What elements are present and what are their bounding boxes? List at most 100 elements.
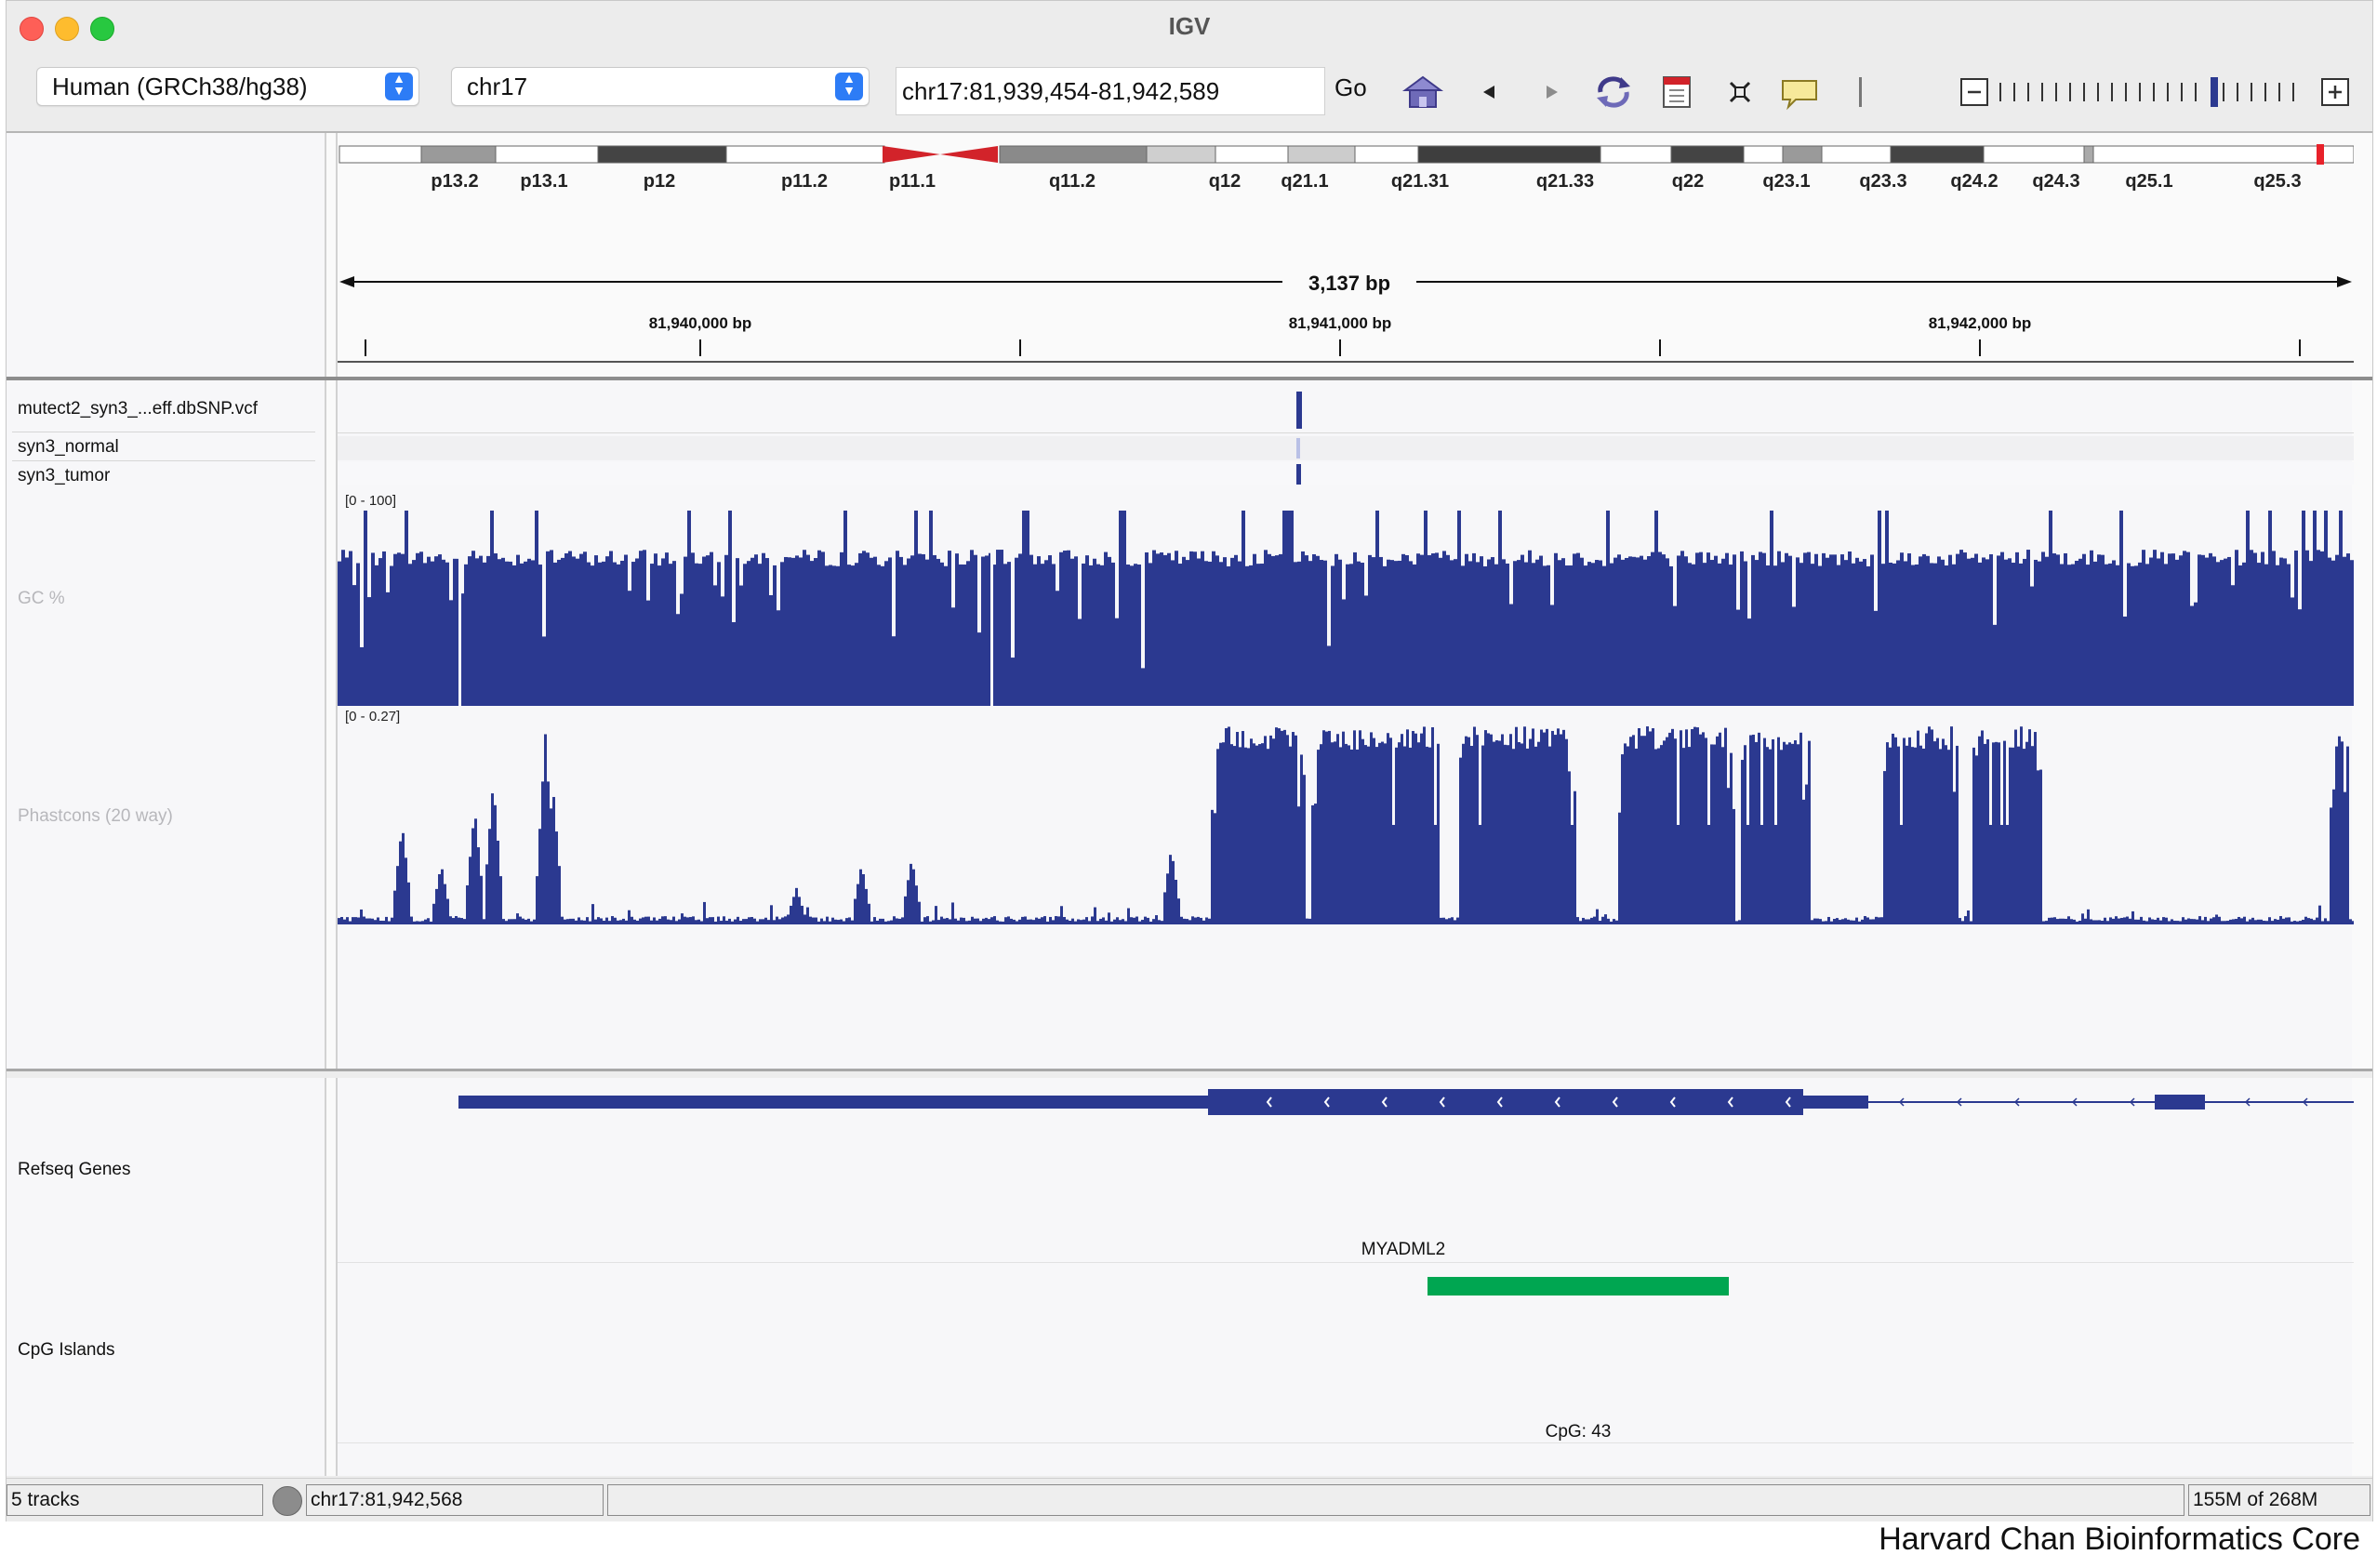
sample-normal-name[interactable]: syn3_normal — [18, 437, 119, 457]
gc-bin — [635, 558, 639, 706]
phastcons-bin — [1936, 737, 1939, 924]
phastcons-bin — [1317, 750, 1320, 924]
phastcons-bin — [2087, 909, 2090, 924]
phastcons-bin — [2065, 918, 2067, 924]
phastcons-bin — [1928, 726, 1931, 924]
region-of-interest-icon[interactable] — [1660, 72, 1693, 113]
phastcons-track-name[interactable]: Phastcons (20 way) — [18, 806, 173, 826]
gc-bin — [1428, 554, 1431, 706]
gc-bin — [1398, 560, 1401, 706]
refresh-icon[interactable] — [1591, 72, 1636, 113]
phastcons-bin — [1931, 729, 1933, 924]
gc-bin — [2212, 556, 2216, 706]
popup-info-icon[interactable] — [1779, 72, 1820, 113]
phastcons-bin — [474, 818, 477, 924]
data-tracks[interactable]: [0 - 100] [0 - 0.27] — [338, 380, 2354, 1069]
locus-input[interactable] — [896, 67, 1325, 115]
ideogram-and-ruler[interactable]: p13.2 p13.1 p12 p11.2 p11.1 q11.2 q12 q21.1 q21.… — [338, 133, 2354, 377]
phastcons-bin — [452, 918, 455, 924]
phastcons-bin — [1984, 743, 1986, 924]
gc-bin — [1952, 564, 1956, 706]
phastcons-bin — [1613, 919, 1615, 924]
phastcons-bin — [1035, 917, 1038, 924]
phastcons-bin — [806, 907, 809, 924]
gc-bin — [1498, 511, 1502, 706]
phastcons-bin — [1295, 735, 1297, 924]
phastcons-bin — [1691, 729, 1693, 924]
gc-bin — [2145, 564, 2149, 706]
panel-divider[interactable] — [7, 377, 2372, 380]
gc-bin — [520, 563, 524, 706]
tumor-genotype-marker — [1296, 464, 1301, 485]
phastcons-bin — [1191, 916, 1194, 924]
back-icon[interactable] — [1476, 72, 1504, 113]
gc-track-name[interactable]: GC % — [18, 589, 65, 608]
phastcons-bin — [1830, 921, 1833, 924]
gc-bin — [1093, 558, 1096, 706]
phastcons-bin — [2302, 919, 2304, 924]
gc-bin — [832, 565, 836, 706]
phastcons-bin — [681, 913, 684, 924]
gc-bin — [855, 563, 858, 706]
zoom-window-button[interactable] — [90, 17, 114, 41]
strand-chevron — [1554, 1096, 1560, 1108]
gc-bin — [1773, 565, 1777, 706]
vcf-track-name[interactable]: mutect2_syn3_...eff.dbSNP.vcf — [18, 399, 259, 419]
gc-bin — [1926, 555, 1930, 706]
phastcons-bin — [477, 847, 480, 924]
genome-select[interactable]: Human (GRCh38/hg38) ▲ ▼ — [36, 67, 419, 106]
fit-to-window-icon[interactable] — [1723, 72, 1757, 113]
phastcons-bin — [578, 917, 580, 924]
minimize-window-button[interactable] — [55, 17, 79, 41]
gc-bin — [1126, 565, 1130, 706]
cpg-feature-label: CpG: 43 — [1546, 1422, 1612, 1442]
gc-bin — [1982, 557, 1985, 706]
chromosome-select[interactable]: chr17 ▲ ▼ — [451, 67, 870, 106]
go-button[interactable]: Go — [1335, 73, 1367, 101]
phastcons-bin — [1504, 744, 1507, 924]
gc-bin — [2164, 564, 2168, 706]
gc-bin — [1785, 552, 1788, 706]
phastcons-bin — [1437, 743, 1440, 924]
phastcons-bin — [597, 917, 600, 924]
gc-bin — [769, 594, 773, 706]
gc-bin — [1770, 511, 1773, 706]
phastcons-bin — [441, 869, 444, 924]
phastcons-bin — [385, 916, 388, 924]
phastcons-bin — [569, 918, 572, 924]
phastcons-bin — [1746, 825, 1749, 924]
phastcons-bin — [416, 921, 418, 924]
phastcons-bin — [2184, 919, 2187, 924]
gc-bin — [576, 558, 579, 706]
cpg-track-name[interactable]: CpG Islands — [18, 1340, 115, 1360]
gc-bin — [2112, 560, 2116, 706]
phastcons-bin — [555, 831, 558, 924]
gc-bin — [2134, 565, 2138, 706]
phastcons-bin — [589, 921, 591, 924]
feature-tracks[interactable]: MYADML2 CpG: 43 — [338, 1078, 2354, 1476]
sample-tumor-name[interactable]: syn3_tumor — [18, 466, 111, 485]
phastcons-bin — [1381, 741, 1384, 924]
phastcons-bin — [803, 914, 806, 924]
zoom-slider[interactable] — [1959, 70, 2350, 114]
gc-bin — [2138, 562, 2142, 706]
gc-bin — [382, 551, 386, 706]
gc-bin — [892, 636, 896, 706]
panel-divider[interactable] — [7, 1069, 2372, 1071]
phastcons-bin — [2182, 917, 2184, 924]
forward-icon[interactable] — [1537, 72, 1565, 113]
phastcons-bin — [1797, 744, 1799, 924]
close-window-button[interactable] — [20, 17, 44, 41]
phastcons-bin — [1693, 726, 1696, 924]
home-icon[interactable] — [1401, 72, 1444, 113]
phastcons-bin — [1088, 921, 1091, 924]
band-label: q24.2 — [1950, 171, 1998, 192]
phastcons-bin — [1590, 917, 1593, 924]
phastcons-bin — [2288, 917, 2291, 924]
gc-bin — [2231, 585, 2235, 706]
phastcons-bin — [2313, 920, 2316, 924]
gc-bin — [1777, 551, 1781, 706]
gc-bin — [1818, 565, 1822, 706]
refseq-track-name[interactable]: Refseq Genes — [18, 1160, 131, 1179]
gc-bin — [1870, 554, 1874, 706]
